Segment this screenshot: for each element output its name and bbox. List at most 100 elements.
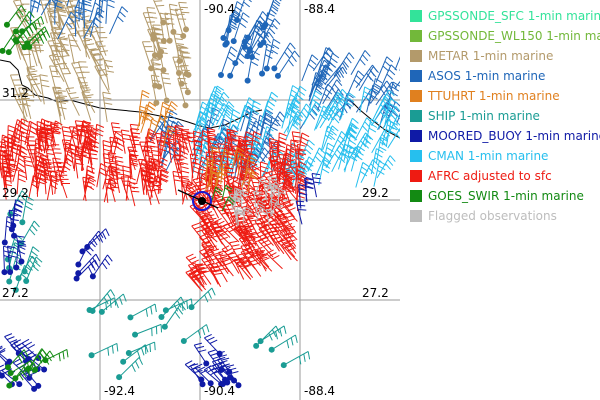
wind-barb xyxy=(23,155,33,181)
wind-barb xyxy=(108,165,118,190)
wind-barb xyxy=(128,154,138,180)
wind-barb xyxy=(250,232,264,254)
wind-barb xyxy=(130,303,157,318)
wind-barb xyxy=(180,64,192,93)
wind-barb xyxy=(26,351,45,370)
wind-barb xyxy=(254,114,268,141)
wind-barb xyxy=(167,138,178,163)
wind-barb xyxy=(328,88,348,112)
wind-barb xyxy=(147,118,160,139)
wind-barb xyxy=(241,210,254,233)
wind-barb xyxy=(323,52,340,81)
wind-barb xyxy=(373,160,387,187)
wind-barb xyxy=(110,122,122,147)
wind-barb xyxy=(57,90,69,120)
wind-barb xyxy=(150,175,163,200)
wind-barb xyxy=(254,218,269,240)
wind-barb xyxy=(151,26,162,56)
wind-barb xyxy=(82,0,92,20)
station-dot xyxy=(178,80,185,87)
station-dot xyxy=(280,362,287,369)
wind-barb xyxy=(343,135,358,161)
wind-barb xyxy=(187,190,203,212)
wind-barb xyxy=(177,146,189,171)
wind-barb xyxy=(260,112,274,139)
wind-barb xyxy=(215,101,235,125)
wind-barb xyxy=(279,174,294,199)
wind-barb xyxy=(255,250,268,272)
station-dot xyxy=(35,382,42,389)
station-dot xyxy=(4,364,11,371)
wind-barb xyxy=(78,10,96,39)
wind-barb xyxy=(283,350,311,366)
wind-barb xyxy=(301,54,319,82)
wind-barb xyxy=(8,209,19,236)
wind-barb xyxy=(87,148,98,174)
wind-barb xyxy=(19,368,35,390)
wind-barb xyxy=(204,228,218,250)
wind-barb xyxy=(277,132,287,157)
wind-barb xyxy=(199,247,215,268)
wind-barb xyxy=(215,167,228,189)
wind-barb xyxy=(61,126,72,151)
legend-swatch xyxy=(410,190,422,202)
wind-barb xyxy=(76,259,99,279)
wind-barb xyxy=(193,111,207,138)
wind-barb xyxy=(108,131,123,156)
wind-barb xyxy=(220,46,238,76)
wind-barb xyxy=(237,165,249,190)
lon-label-bottom-3: -88.4 xyxy=(304,384,335,398)
wind-barb xyxy=(270,158,287,179)
station-dot xyxy=(259,70,266,77)
wind-barb xyxy=(180,177,190,202)
wind-barb xyxy=(317,47,333,75)
wind-barb xyxy=(57,11,77,40)
wind-barb xyxy=(257,133,275,158)
wind-barb xyxy=(295,161,307,186)
wind-barb xyxy=(141,41,154,69)
wind-barb xyxy=(298,139,315,165)
wind-barb xyxy=(26,73,42,102)
metar-barbs xyxy=(9,0,192,127)
wind-barb xyxy=(103,59,114,90)
legend-item: TTUHRT 1-min marine xyxy=(410,86,560,106)
wind-barb xyxy=(98,0,108,18)
wind-barb xyxy=(6,5,27,25)
station-dot xyxy=(19,28,26,35)
legend-item: METAR 1-min marine xyxy=(410,46,553,66)
station-dot xyxy=(3,21,10,28)
wind-barb xyxy=(268,188,282,205)
station-dot xyxy=(260,39,267,46)
wind-barb xyxy=(270,141,281,166)
legend-item: GOES_SWIR 1-min marine xyxy=(410,186,584,206)
wind-barb xyxy=(204,333,220,355)
wind-barb xyxy=(221,196,235,212)
wind-barb-map: -90.4 -88.4 -92.4 -90.4 -88.4 31.2 29.2 … xyxy=(0,0,400,400)
wind-barb xyxy=(211,102,230,127)
wind-barb xyxy=(3,245,12,273)
wind-barb xyxy=(149,119,171,142)
wind-barb xyxy=(187,262,202,284)
wind-barb xyxy=(210,91,230,116)
wind-barb xyxy=(50,144,62,168)
legend-item: Flagged observations xyxy=(410,206,557,226)
wind-barb xyxy=(244,20,266,48)
wind-barb xyxy=(192,126,211,151)
wind-barb xyxy=(157,42,168,71)
wind-barb xyxy=(63,141,74,167)
wind-barb xyxy=(259,18,281,46)
wind-barb xyxy=(280,196,295,218)
wind-barb xyxy=(268,155,281,177)
wind-barb xyxy=(247,50,261,81)
station-dot xyxy=(170,28,177,35)
wind-barb xyxy=(139,141,151,166)
wind-barb xyxy=(324,62,348,85)
wind-barb xyxy=(207,349,222,371)
station-dot xyxy=(160,67,167,74)
wind-barb xyxy=(46,175,59,200)
station-dot xyxy=(180,337,187,344)
station-dot xyxy=(188,304,195,311)
wind-barb xyxy=(21,196,35,223)
wind-barb xyxy=(102,165,116,190)
station-dot xyxy=(18,258,25,265)
